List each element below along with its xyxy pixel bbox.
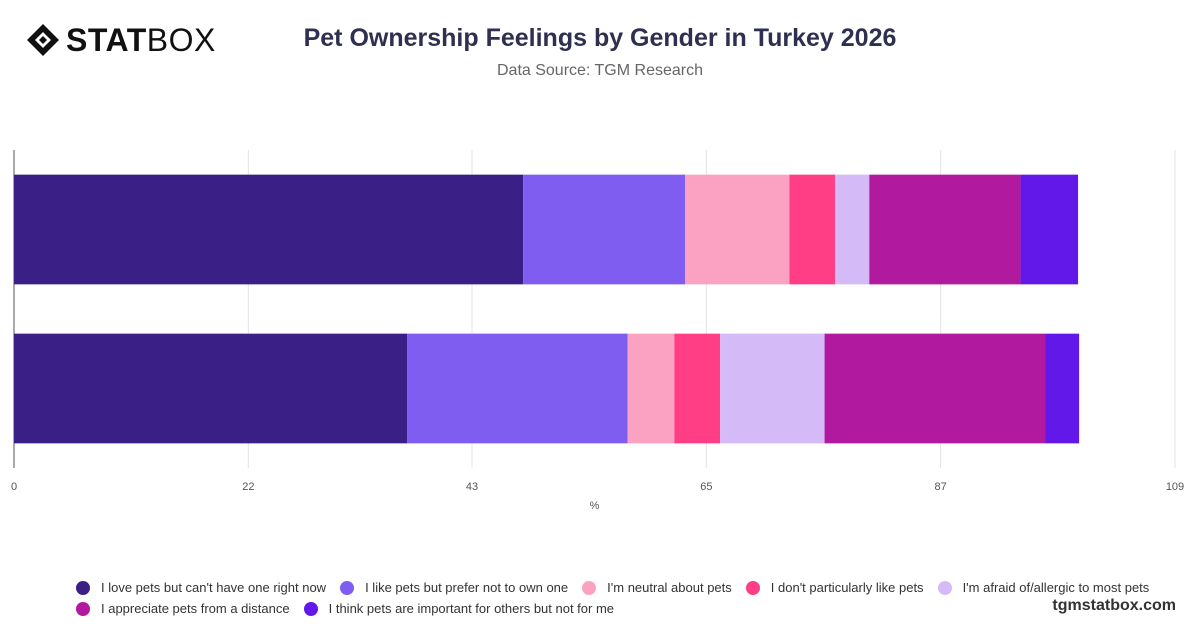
legend-label: I think pets are important for others bu… — [328, 601, 615, 616]
legend-marker-icon — [582, 580, 597, 595]
legend-item[interactable]: I don't particularly like pets — [745, 580, 924, 595]
bar-segment — [14, 174, 524, 285]
stacked-bar-chart: 0 22 43 65 87 109% — [11, 150, 1184, 512]
bar-segment — [720, 333, 825, 444]
x-tick-label: 65 — [700, 481, 712, 493]
x-tick-label: 0 — [11, 481, 17, 493]
bar-segment — [407, 333, 628, 444]
legend-marker-icon — [76, 601, 90, 616]
legend-item[interactable]: I think pets are important for others bu… — [303, 601, 615, 616]
legend-label: I'm afraid of/allergic to most pets — [962, 580, 1150, 595]
bar-segment — [1020, 174, 1079, 285]
chart-title: Pet Ownership Feelings by Gender in Turk… — [303, 24, 897, 52]
bar-segment — [824, 333, 1046, 444]
legend-label: I appreciate pets from a distance — [101, 601, 290, 616]
legend-item[interactable]: I'm neutral about pets — [582, 580, 732, 595]
bar-segment — [674, 333, 721, 444]
legend-marker-icon — [937, 580, 952, 595]
legend-label: I love pets but can't have one right now — [101, 580, 327, 595]
bar-segment — [627, 333, 675, 444]
legend-item[interactable]: I like pets but prefer not to own one — [340, 580, 568, 595]
bar-segment — [685, 174, 790, 285]
logo-wordmark: STATBOX — [66, 24, 216, 56]
x-tick-label: 109 — [1166, 481, 1184, 493]
bar-segment — [523, 174, 686, 285]
bar-segment — [869, 174, 1021, 285]
x-tick-label: 87 — [935, 481, 947, 493]
legend-marker-icon — [745, 580, 760, 595]
bar-segment — [789, 174, 836, 285]
bar-segment — [1045, 333, 1080, 444]
website-link[interactable]: tgmstatbox.com — [1052, 597, 1176, 614]
statbox-logo: STATBOX — [26, 22, 216, 58]
legend-label: I like pets but prefer not to own one — [365, 580, 569, 595]
logo-text-bold: STAT — [66, 22, 147, 58]
legend-item[interactable]: I appreciate pets from a distance — [76, 601, 290, 616]
chart-legend: I love pets but can't have one right now… — [76, 580, 1156, 616]
diamond-logo-icon — [27, 24, 59, 56]
x-axis-label: % — [590, 500, 600, 512]
legend-marker-icon — [303, 601, 318, 616]
bar-segment — [14, 333, 408, 444]
legend-item[interactable]: I'm afraid of/allergic to most pets — [937, 580, 1150, 595]
x-tick-label: 43 — [466, 481, 478, 493]
legend-marker-icon — [340, 580, 355, 595]
legend-item[interactable]: I love pets but can't have one right now — [76, 580, 326, 595]
logo-text-light: BOX — [146, 22, 216, 58]
chart-subtitle: Data Source: TGM Research — [496, 62, 703, 79]
legend-marker-icon — [76, 580, 90, 595]
legend-label: I'm neutral about pets — [607, 580, 732, 595]
bar-segment — [835, 174, 870, 285]
x-tick-label: 22 — [242, 481, 254, 493]
legend-label: I don't particularly like pets — [770, 580, 924, 595]
